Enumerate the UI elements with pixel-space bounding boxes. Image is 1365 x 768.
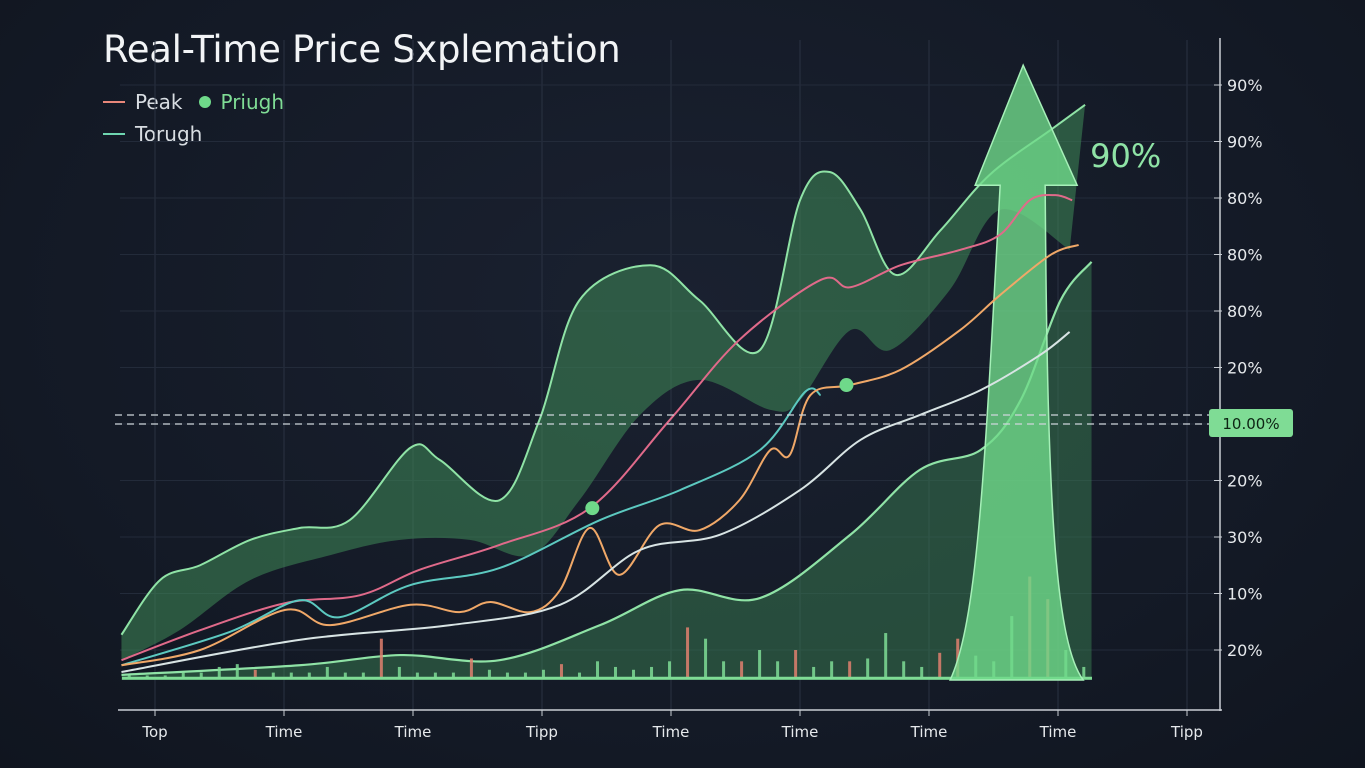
volume-bar [541, 669, 545, 679]
x-tick-label: Time [265, 723, 303, 741]
volume-bar [866, 658, 870, 679]
marker-value-badge [1209, 409, 1293, 437]
x-tick-label: Time [781, 723, 819, 741]
volume-bar [686, 627, 690, 679]
volume-bar [235, 664, 239, 679]
volume-bar [704, 638, 708, 679]
volume-bar [794, 650, 798, 679]
volume-bar [523, 672, 527, 679]
series-line-2 [121, 243, 1079, 667]
volume-bar [505, 672, 509, 679]
marker-value-label: 10.00% [1222, 415, 1279, 433]
y-tick-label: 20% [1227, 359, 1263, 378]
volume-bar [451, 672, 455, 679]
volume-bar [307, 672, 311, 679]
y-tick-label: 20% [1227, 641, 1263, 660]
volume-bar [325, 666, 329, 679]
data-point-dot [839, 378, 854, 393]
legend-dot-icon [198, 96, 211, 108]
volume-bar [722, 661, 726, 679]
volume-bar [487, 669, 491, 679]
x-tick-label: Tipp [1170, 723, 1203, 741]
y-tick-label: 30% [1227, 528, 1263, 547]
y-tick-label: 80% [1227, 302, 1263, 321]
x-tick-label: Time [652, 723, 690, 741]
volume-bar [343, 672, 347, 679]
legend-priugh-label: Priugh [220, 90, 285, 114]
legend-peak-line-icon [103, 101, 125, 103]
arrow-annotation-label: 90% [1090, 137, 1161, 175]
series-line-peak [121, 194, 1073, 662]
legend-torugh-line-icon [103, 133, 125, 135]
volume-bar [920, 666, 924, 679]
volume-bar [595, 661, 599, 679]
x-tick-label: Tipp [525, 723, 558, 741]
volume-bar [289, 672, 293, 679]
volume-bar [397, 666, 401, 679]
series-line-torugh [121, 387, 822, 667]
volume-bar [758, 650, 762, 679]
upper-band-area [121, 104, 1086, 661]
volume-bar [614, 666, 618, 679]
series-line-3 [121, 331, 1071, 674]
volume-bar [217, 666, 221, 679]
volume-bar [253, 669, 257, 679]
y-tick-label: 10% [1227, 585, 1263, 604]
volume-bar [1082, 666, 1086, 679]
volume-bar [848, 661, 852, 679]
chart-title: Real-Time Price Sxplemation [103, 28, 621, 71]
volume-bar [776, 661, 780, 679]
y-tick-label: 80% [1227, 189, 1263, 208]
x-tick-label: Time [910, 723, 948, 741]
volume-bar [379, 638, 383, 679]
volume-bar [884, 633, 888, 679]
volume-bar [830, 661, 834, 679]
volume-bar [469, 658, 473, 679]
up-arrow-annotation-icon [948, 63, 1085, 681]
volume-bar [650, 666, 654, 679]
volume-bar [559, 664, 563, 679]
y-tick-label: 90% [1227, 133, 1263, 152]
y-tick-label: 20% [1227, 472, 1263, 491]
volume-bar [902, 661, 906, 679]
volume-bar [938, 652, 942, 679]
volume-bar [433, 672, 437, 679]
upper-band-edge [120, 103, 1086, 636]
volume-bar [812, 666, 816, 679]
volume-bar [668, 661, 672, 679]
volume-bar [199, 672, 203, 679]
volume-bar [577, 672, 581, 679]
legend: Peak Priugh [103, 90, 284, 114]
legend-peak-label: Peak [135, 90, 183, 114]
x-tick-label: Time [1039, 723, 1077, 741]
volume-bar [740, 661, 744, 679]
y-tick-label: 90% [1227, 76, 1263, 95]
x-tick-label: Time [394, 723, 432, 741]
y-tick-label: 80% [1227, 246, 1263, 265]
volume-bar [271, 672, 275, 679]
volume-bar [361, 672, 365, 679]
lower-band-area [121, 261, 1092, 680]
x-tick-label: Top [141, 723, 167, 741]
volume-bar [632, 669, 636, 679]
volume-bar [181, 672, 185, 679]
data-point-dot [585, 501, 600, 516]
volume-bar [415, 672, 419, 679]
